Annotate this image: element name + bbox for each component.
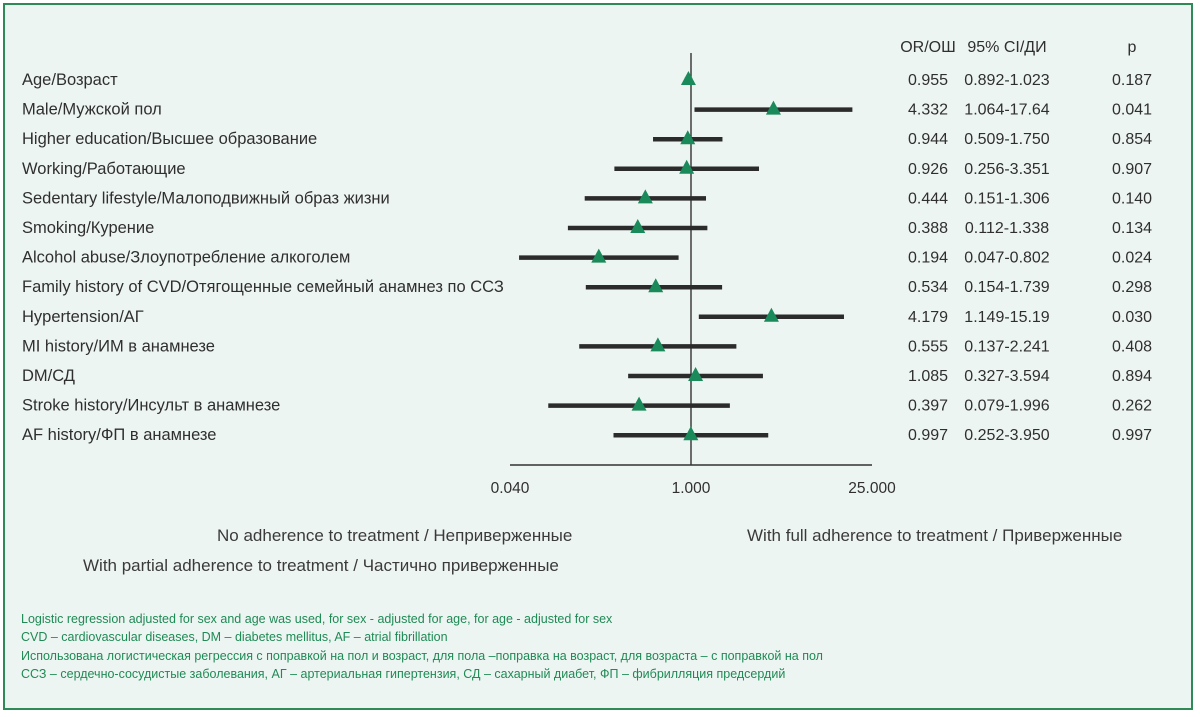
row-label: Sedentary lifestyle/Малоподвижный образ … bbox=[22, 189, 390, 207]
or-marker bbox=[591, 248, 607, 263]
or-value: 0.397 bbox=[908, 398, 948, 415]
legend-full-adherence: With full adherence to treatment / Приве… bbox=[747, 526, 1123, 545]
p-value: 0.894 bbox=[1112, 368, 1152, 385]
row-label: Male/Мужской пол bbox=[22, 101, 162, 119]
ci-value: 0.892-1.023 bbox=[964, 72, 1050, 89]
row-label: Stroke history/Инсульт в анамнезе bbox=[22, 397, 280, 415]
p-value: 0.907 bbox=[1112, 161, 1152, 178]
header-ci: 95% CI/ДИ bbox=[967, 39, 1046, 56]
row-label: Smoking/Курение bbox=[22, 219, 154, 237]
p-value: 0.298 bbox=[1112, 279, 1152, 296]
row-label: DM/СД bbox=[22, 367, 75, 385]
or-value: 1.085 bbox=[908, 368, 948, 385]
ci-value: 0.079-1.996 bbox=[964, 398, 1050, 415]
or-marker bbox=[680, 71, 696, 85]
or-value: 0.997 bbox=[908, 427, 948, 444]
legend-partial-adherence: With partial adherence to treatment / Ча… bbox=[83, 556, 559, 575]
row-label: Working/Работающие bbox=[22, 160, 186, 178]
ci-value: 0.256-3.351 bbox=[964, 161, 1050, 178]
header-or: OR/ОШ bbox=[900, 39, 956, 56]
or-marker bbox=[648, 278, 664, 293]
or-value: 0.944 bbox=[908, 131, 948, 148]
or-value: 0.555 bbox=[908, 338, 948, 355]
footnote-line: CVD – cardiovascular diseases, DM – diab… bbox=[21, 630, 448, 645]
or-value: 4.332 bbox=[908, 102, 948, 119]
row-label: Age/Возраст bbox=[22, 71, 118, 89]
p-value: 0.187 bbox=[1112, 72, 1152, 89]
x-tick-label: 25.000 bbox=[848, 480, 896, 497]
or-marker bbox=[679, 159, 695, 174]
ci-value: 1.149-15.19 bbox=[964, 309, 1050, 326]
p-value: 0.408 bbox=[1112, 338, 1152, 355]
row-label: Alcohol abuse/Злоупотребление алкоголем bbox=[22, 249, 350, 267]
or-marker bbox=[631, 396, 647, 411]
or-marker bbox=[763, 307, 779, 322]
p-value: 0.262 bbox=[1112, 398, 1152, 415]
row-label: Higher education/Высшее образование bbox=[22, 130, 317, 148]
or-value: 0.534 bbox=[908, 279, 948, 296]
or-value: 0.926 bbox=[908, 161, 948, 178]
legend-no-adherence: No adherence to treatment / Неприверженн… bbox=[217, 526, 573, 545]
or-marker bbox=[650, 337, 666, 352]
ci-value: 0.252-3.950 bbox=[964, 427, 1050, 444]
p-value: 0.140 bbox=[1112, 190, 1152, 207]
ci-value: 0.327-3.594 bbox=[964, 368, 1050, 385]
row-label: Family history of CVD/Отягощенные семейн… bbox=[22, 278, 504, 296]
p-value: 0.030 bbox=[1112, 309, 1152, 326]
row-label: AF history/ФП в анамнезе bbox=[22, 426, 216, 444]
ci-value: 0.137-2.241 bbox=[964, 338, 1050, 355]
row-label: Hypertension/АГ bbox=[22, 308, 144, 326]
p-value: 0.854 bbox=[1112, 131, 1152, 148]
or-value: 0.955 bbox=[908, 72, 948, 89]
p-value: 0.997 bbox=[1112, 427, 1152, 444]
ci-value: 0.112-1.338 bbox=[965, 220, 1049, 237]
or-marker bbox=[683, 426, 699, 441]
footnote-line: ССЗ – сердечно-сосудистые заболевания, А… bbox=[21, 666, 786, 681]
figure-panel: OR/ОШ 95% CI/ДИ p 0.040 1.000 25.000 Age/Возра… bbox=[3, 3, 1193, 710]
ci-value: 0.154-1.739 bbox=[964, 279, 1050, 296]
or-marker bbox=[637, 189, 653, 204]
x-tick-label: 0.040 bbox=[491, 480, 530, 497]
or-value: 0.444 bbox=[908, 190, 948, 207]
p-value: 0.024 bbox=[1112, 250, 1152, 267]
ci-value: 0.509-1.750 bbox=[964, 131, 1050, 148]
ci-value: 0.047-0.802 bbox=[964, 250, 1050, 267]
or-value: 0.388 bbox=[908, 220, 948, 237]
or-value: 4.179 bbox=[908, 309, 948, 326]
ci-value: 1.064-17.64 bbox=[964, 102, 1050, 119]
footnote-line: Использована логистическая регрессия с п… bbox=[21, 648, 823, 663]
or-value: 0.194 bbox=[908, 250, 948, 267]
or-marker bbox=[688, 367, 704, 381]
x-tick-label: 1.000 bbox=[672, 480, 711, 497]
row-label: MI history/ИМ в анамнезе bbox=[22, 337, 215, 355]
p-value: 0.041 bbox=[1112, 102, 1152, 119]
ci-value: 0.151-1.306 bbox=[964, 190, 1050, 207]
or-marker bbox=[630, 219, 646, 233]
footnote-line: Logistic regression adjusted for sex and… bbox=[21, 612, 613, 626]
header-p: p bbox=[1128, 39, 1137, 56]
p-value: 0.134 bbox=[1112, 220, 1152, 237]
forest-plot: OR/ОШ 95% CI/ДИ p 0.040 1.000 25.000 Age/Возра… bbox=[22, 39, 1152, 497]
footnotes: Logistic regression adjusted for sex and… bbox=[21, 610, 823, 683]
or-marker bbox=[765, 100, 781, 115]
or-marker bbox=[680, 130, 696, 145]
